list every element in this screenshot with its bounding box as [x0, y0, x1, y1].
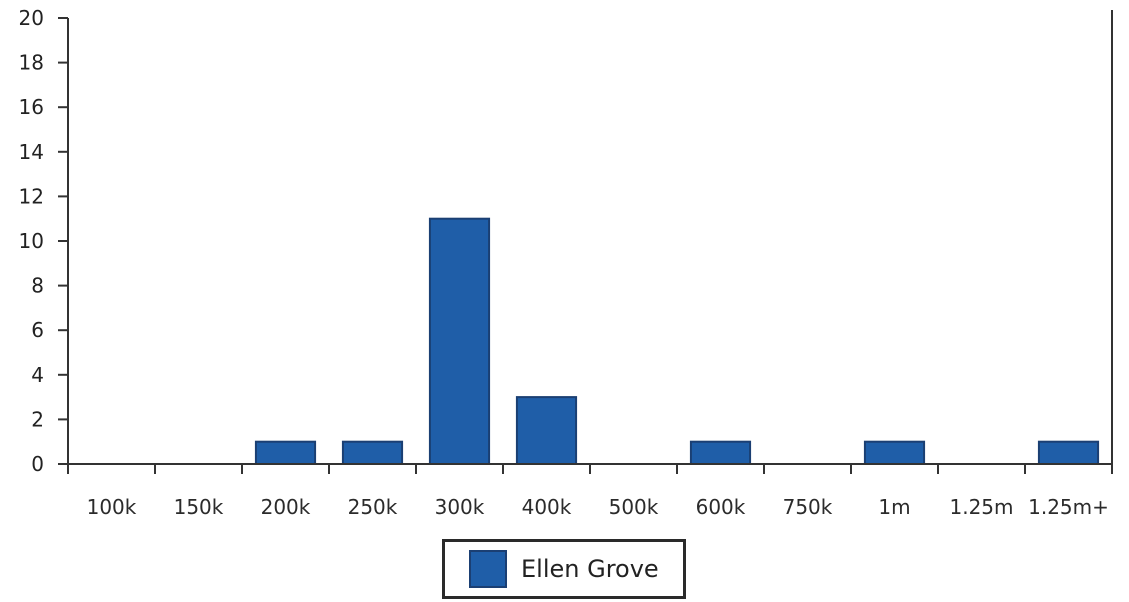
axes	[67, 10, 1113, 465]
legend-swatch-ellen-grove	[469, 550, 507, 588]
x-tick-label: 500k	[609, 495, 659, 519]
bar-600k	[689, 440, 752, 466]
y-tick-label: 0	[31, 452, 44, 476]
y-tick-label: 14	[19, 140, 44, 164]
y-tick-label: 16	[19, 95, 44, 119]
y-tick-label: 18	[19, 51, 44, 75]
x-axis-ticks: 100k 150k 200k 250k 300k 400k 500k 600k 750k 1m 1.…	[67, 464, 1113, 519]
bar-1m	[863, 440, 926, 466]
y-tick-label: 10	[19, 229, 44, 253]
bars	[254, 217, 1100, 466]
bar-200k	[254, 440, 317, 466]
x-tick-label: 1.25m	[949, 495, 1013, 519]
x-tick-label: 600k	[696, 495, 746, 519]
legend: Ellen Grove	[442, 539, 686, 599]
bar-300k	[428, 217, 491, 465]
bar-400k	[515, 396, 578, 466]
y-axis-ticks: 0 2 4 6 8 10 12 14 16 18 20	[19, 6, 68, 476]
y-tick-label: 12	[19, 184, 44, 208]
x-tick-label: 150k	[174, 495, 224, 519]
x-tick-label: 250k	[348, 495, 398, 519]
x-tick-label: 200k	[261, 495, 311, 519]
legend-label-ellen-grove: Ellen Grove	[521, 555, 659, 583]
x-tick-label: 1.25m+	[1028, 495, 1109, 519]
x-tick-label: 1m	[878, 495, 910, 519]
y-tick-label: 20	[19, 6, 44, 30]
x-tick-label: 400k	[522, 495, 572, 519]
bar-250k	[341, 440, 404, 466]
y-tick-label: 6	[31, 318, 44, 342]
y-tick-label: 8	[31, 274, 44, 298]
y-tick-label: 4	[31, 363, 44, 387]
y-tick-label: 2	[31, 407, 44, 431]
x-tick-label: 100k	[87, 495, 137, 519]
x-tick-label: 750k	[783, 495, 833, 519]
bar-1.25m+	[1037, 440, 1100, 466]
x-tick-label: 300k	[435, 495, 485, 519]
